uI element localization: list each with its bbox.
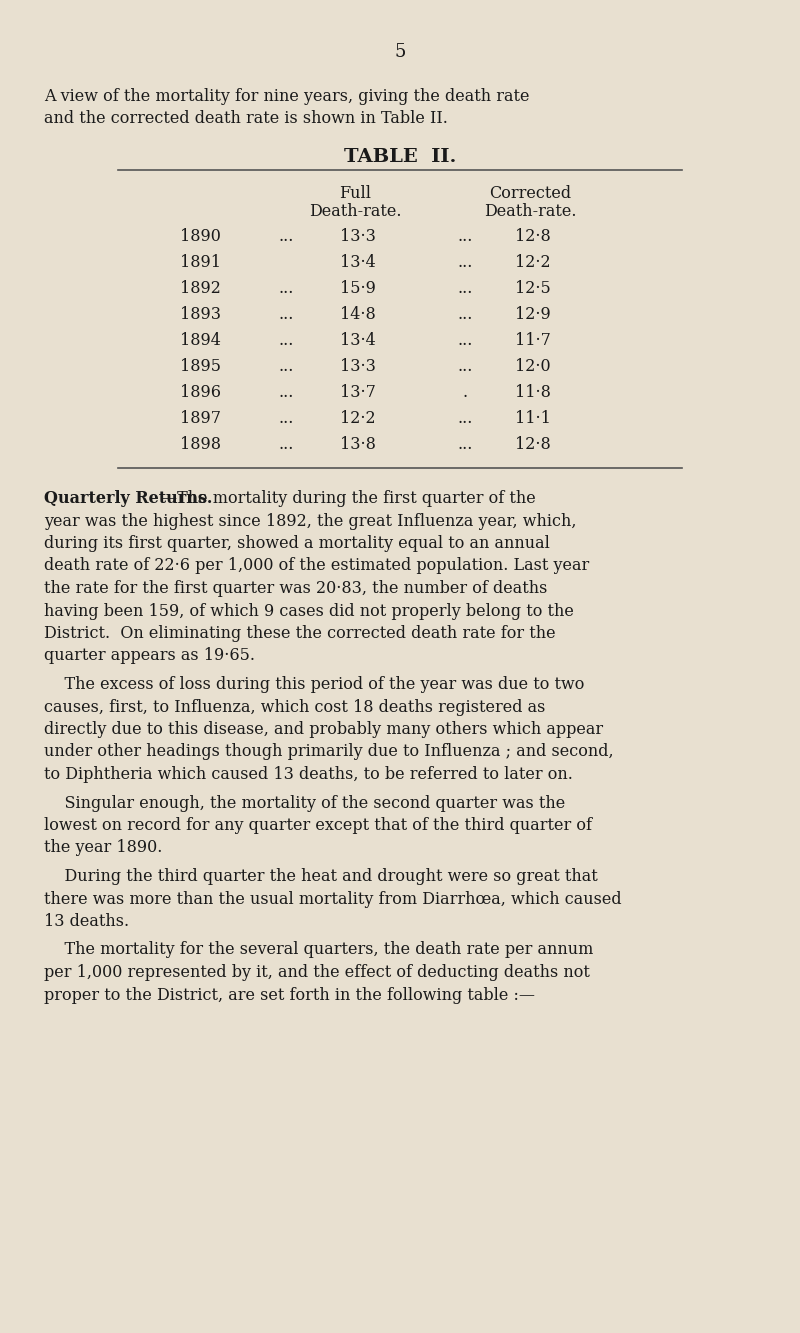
Text: ...: ... [458, 332, 473, 349]
Text: having been 159, of which 9 cases did not properly belong to the: having been 159, of which 9 cases did no… [44, 603, 574, 620]
Text: 12·9: 12·9 [515, 307, 551, 323]
Text: 13·7: 13·7 [340, 384, 376, 401]
Text: .: . [462, 384, 467, 401]
Text: quarter appears as 19·65.: quarter appears as 19·65. [44, 648, 255, 664]
Text: ...: ... [458, 359, 473, 375]
Text: 1897: 1897 [179, 411, 221, 427]
Text: lowest on record for any quarter except that of the third quarter of: lowest on record for any quarter except … [44, 817, 592, 834]
Text: 12·2: 12·2 [340, 411, 376, 427]
Text: —The mortality during the first quarter of the: —The mortality during the first quarter … [162, 491, 536, 507]
Text: Quarterly Returns.: Quarterly Returns. [44, 491, 212, 507]
Text: 1894: 1894 [179, 332, 221, 349]
Text: 1891: 1891 [179, 255, 221, 271]
Text: ...: ... [458, 228, 473, 245]
Text: Full: Full [339, 185, 371, 203]
Text: 13·3: 13·3 [340, 359, 376, 375]
Text: ...: ... [458, 280, 473, 297]
Text: 12·5: 12·5 [515, 280, 551, 297]
Text: Death-rate.: Death-rate. [484, 203, 576, 220]
Text: 12·0: 12·0 [515, 359, 551, 375]
Text: 1896: 1896 [179, 384, 221, 401]
Text: ...: ... [278, 384, 294, 401]
Text: there was more than the usual mortality from Diarrhœa, which caused: there was more than the usual mortality … [44, 890, 622, 908]
Text: directly due to this disease, and probably many others which appear: directly due to this disease, and probab… [44, 721, 603, 738]
Text: 13 deaths.: 13 deaths. [44, 913, 129, 930]
Text: 14·8: 14·8 [340, 307, 376, 323]
Text: ...: ... [278, 332, 294, 349]
Text: 11·1: 11·1 [515, 411, 551, 427]
Text: ...: ... [458, 411, 473, 427]
Text: to Diphtheria which caused 13 deaths, to be referred to later on.: to Diphtheria which caused 13 deaths, to… [44, 766, 573, 782]
Text: 1895: 1895 [179, 359, 221, 375]
Text: 5: 5 [394, 43, 406, 61]
Text: 1892: 1892 [179, 280, 221, 297]
Text: the year 1890.: the year 1890. [44, 840, 162, 857]
Text: ...: ... [458, 307, 473, 323]
Text: 12·2: 12·2 [515, 255, 551, 271]
Text: ...: ... [278, 359, 294, 375]
Text: 13·4: 13·4 [340, 255, 376, 271]
Text: Death-rate.: Death-rate. [309, 203, 402, 220]
Text: 1890: 1890 [179, 228, 221, 245]
Text: proper to the District, are set forth in the following table :—: proper to the District, are set forth in… [44, 986, 535, 1004]
Text: The mortality for the several quarters, the death rate per annum: The mortality for the several quarters, … [44, 941, 594, 958]
Text: during its first quarter, showed a mortality equal to an annual: during its first quarter, showed a morta… [44, 535, 550, 552]
Text: 13·3: 13·3 [340, 228, 376, 245]
Text: The excess of loss during this period of the year was due to two: The excess of loss during this period of… [44, 676, 584, 693]
Text: under other headings though primarily due to Influenza ; and second,: under other headings though primarily du… [44, 744, 614, 761]
Text: 11·8: 11·8 [515, 384, 551, 401]
Text: Singular enough, the mortality of the second quarter was the: Singular enough, the mortality of the se… [44, 794, 566, 812]
Text: 13·4: 13·4 [340, 332, 376, 349]
Text: ...: ... [278, 411, 294, 427]
Text: TABLE  II.: TABLE II. [344, 148, 456, 167]
Text: Corrected: Corrected [489, 185, 571, 203]
Text: 12·8: 12·8 [515, 436, 551, 453]
Text: death rate of 22·6 per 1,000 of the estimated population. Last year: death rate of 22·6 per 1,000 of the esti… [44, 557, 590, 575]
Text: 11·7: 11·7 [515, 332, 551, 349]
Text: ...: ... [278, 280, 294, 297]
Text: District.  On eliminating these the corrected death rate for the: District. On eliminating these the corre… [44, 625, 556, 643]
Text: 12·8: 12·8 [515, 228, 551, 245]
Text: During the third quarter the heat and drought were so great that: During the third quarter the heat and dr… [44, 868, 598, 885]
Text: ...: ... [278, 228, 294, 245]
Text: 13·8: 13·8 [340, 436, 376, 453]
Text: ...: ... [458, 436, 473, 453]
Text: A view of the mortality for nine years, giving the death rate: A view of the mortality for nine years, … [44, 88, 530, 105]
Text: 1893: 1893 [179, 307, 221, 323]
Text: ...: ... [278, 307, 294, 323]
Text: and the corrected death rate is shown in Table II.: and the corrected death rate is shown in… [44, 111, 448, 127]
Text: ...: ... [278, 436, 294, 453]
Text: 15·9: 15·9 [340, 280, 376, 297]
Text: year was the highest since 1892, the great Influenza year, which,: year was the highest since 1892, the gre… [44, 512, 577, 529]
Text: per 1,000 represented by it, and the effect of deducting deaths not: per 1,000 represented by it, and the eff… [44, 964, 590, 981]
Text: ...: ... [458, 255, 473, 271]
Text: the rate for the first quarter was 20·83, the number of deaths: the rate for the first quarter was 20·83… [44, 580, 547, 597]
Text: causes, first, to Influenza, which cost 18 deaths registered as: causes, first, to Influenza, which cost … [44, 698, 546, 716]
Text: 1898: 1898 [179, 436, 221, 453]
